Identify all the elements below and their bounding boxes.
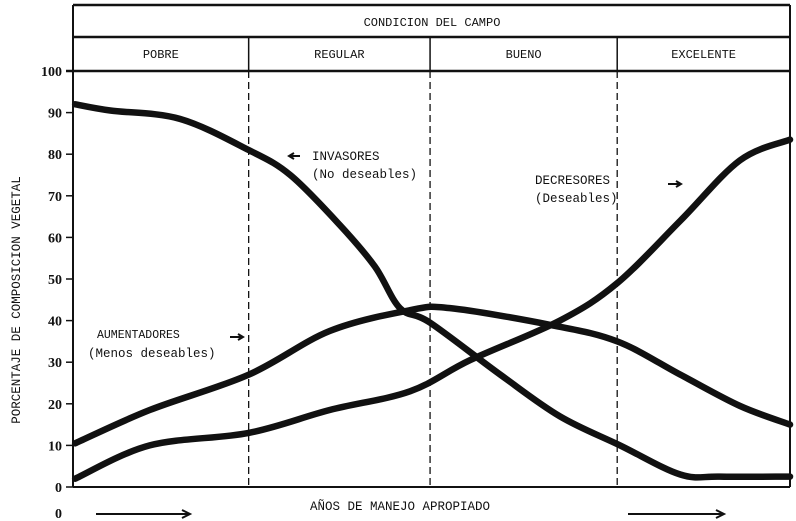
y-tick-label: 40	[48, 315, 62, 330]
arrow-right-icon	[96, 509, 193, 519]
y-tick-label: 50	[48, 273, 62, 288]
arrow-right-icon	[628, 509, 727, 519]
header-title: CONDICION DEL CAMPO	[364, 16, 501, 30]
arrow-right-icon	[668, 180, 683, 188]
label-decresores: DECRESORES (Deseables)	[535, 174, 683, 206]
decresores-label: DECRESORES	[535, 174, 610, 188]
decresores-sublabel: (Deseables)	[535, 192, 618, 206]
y-tick-label: 70	[48, 190, 62, 205]
condition-header: CONDICION DEL CAMPO POBRE REGULAR BUENO EXC…	[73, 3, 791, 487]
invasores-sublabel: (No deseables)	[312, 168, 417, 182]
condition-category-regular: REGULAR	[314, 48, 364, 62]
aumentadores-sublabel: (Menos deseables)	[88, 347, 216, 361]
series-line-aumentadores	[71, 303, 794, 447]
x-axis-label: AÑOS DE MANEJO APROPIADO	[310, 499, 490, 514]
y-tick-label: 30	[48, 356, 62, 371]
x-start-label: 0	[55, 507, 62, 521]
arrow-left-icon	[287, 152, 300, 160]
invasores-label: INVASORES	[312, 150, 380, 164]
condition-category-excelente: EXCELENTE	[671, 48, 736, 62]
aumentadores-label: AUMENTADORES	[97, 329, 180, 342]
condition-category-bueno: BUENO	[506, 48, 542, 62]
y-tick-label: 10	[48, 439, 62, 454]
condition-category-pobre: POBRE	[143, 48, 179, 62]
y-axis-label: PORCENTAJE DE COMPOSICION VEGETAL	[10, 176, 24, 424]
y-tick-label: 90	[48, 107, 62, 122]
y-tick-label: 0	[55, 481, 62, 496]
y-tick-label: 80	[48, 148, 62, 163]
label-invasores: INVASORES (No deseables)	[287, 150, 417, 182]
label-aumentadores: AUMENTADORES (Menos deseables)	[88, 329, 245, 361]
series-line-invasores	[71, 101, 794, 481]
y-tick-label: 100	[41, 65, 62, 80]
y-tick-label: 20	[48, 398, 62, 413]
arrow-right-icon	[230, 333, 245, 341]
series-line-decresores	[71, 136, 794, 482]
y-tick-label: 60	[48, 231, 62, 246]
